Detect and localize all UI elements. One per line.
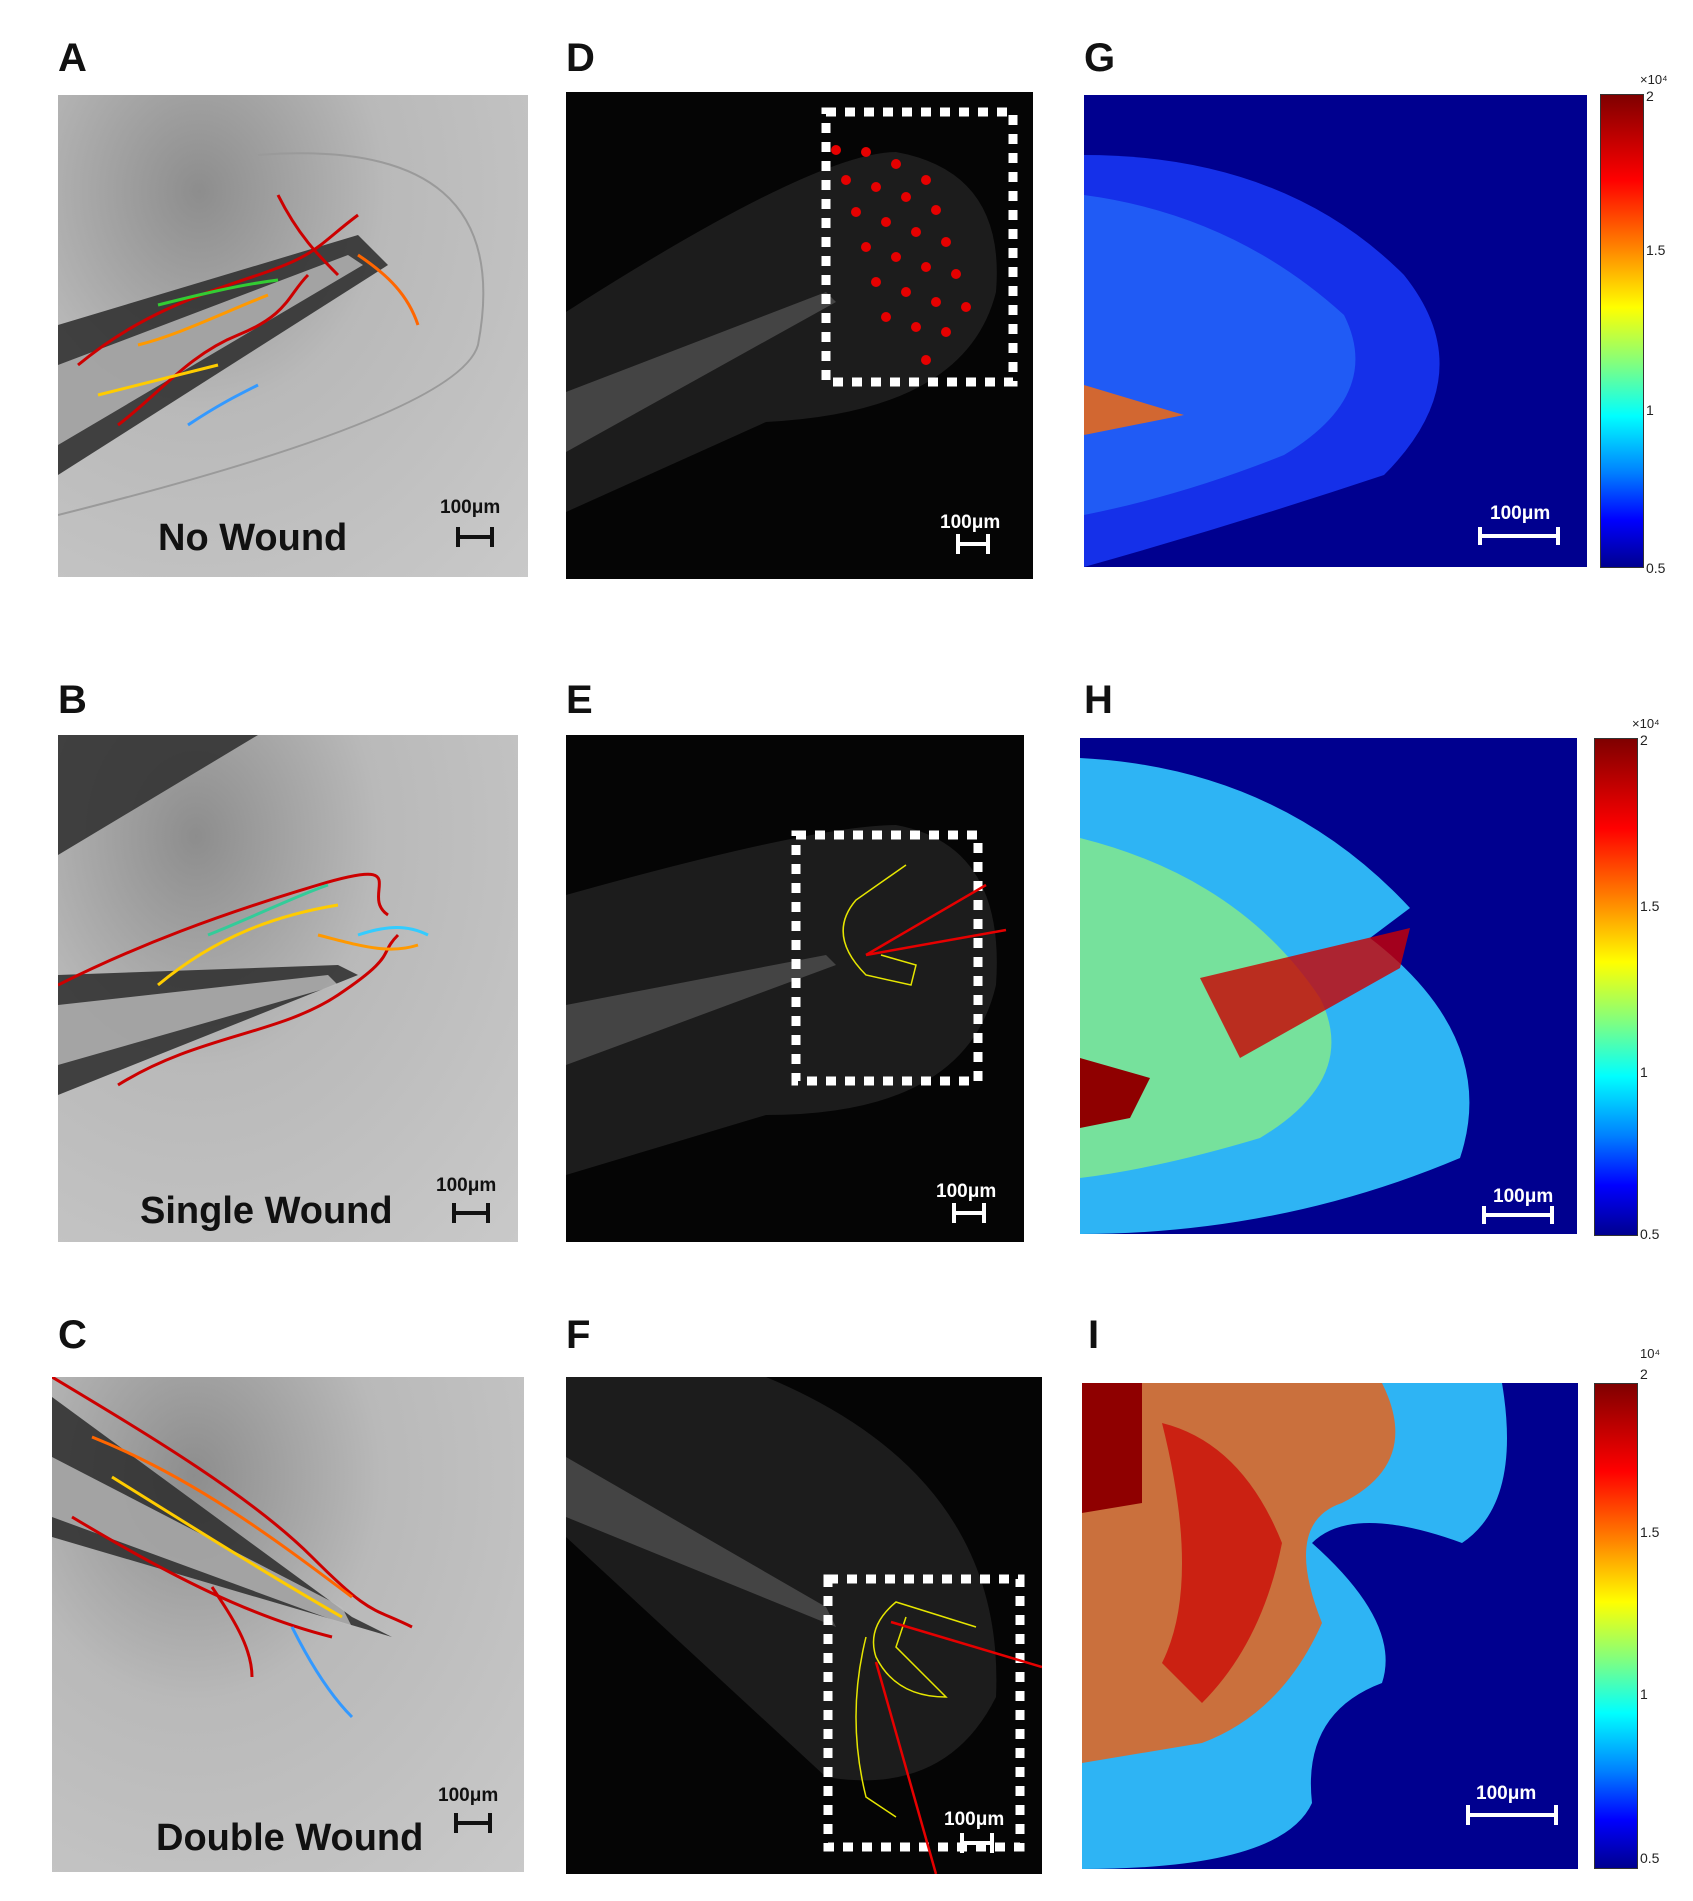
scale-label-b: 100μm <box>436 1175 497 1196</box>
colorbar-tick-g-1-5: 1.5 <box>1646 242 1666 258</box>
heatmap-image-i: 100μm <box>1082 1383 1578 1869</box>
colorbar-tick-i-1-5: 1.5 <box>1640 1524 1660 1540</box>
panel-letter-g: G <box>1084 36 1116 80</box>
tail-fluorescence-graphic <box>566 1377 1042 1874</box>
fluorescence-image-d: 100μm <box>566 92 1033 579</box>
wound-outline-1 <box>872 1601 977 1698</box>
scale-bar-d <box>956 534 990 554</box>
fluorescence-image-e: 100μm <box>566 735 1024 1242</box>
wound-outline-2 <box>855 1636 897 1818</box>
panel-letter-e: E <box>566 678 593 722</box>
brightfield-image-double-wound: Double Wound 100μm <box>52 1377 524 1872</box>
scale-bar-f <box>960 1833 994 1853</box>
panel-label-no-wound: No Wound <box>158 517 348 559</box>
sample-points <box>831 145 971 365</box>
scale-bar-g <box>1478 527 1560 545</box>
panel-letter-b: B <box>58 678 87 722</box>
roi-box <box>823 1574 1025 1852</box>
scale-bar-a <box>456 527 494 547</box>
scale-label-i: 100μm <box>1476 1783 1537 1804</box>
intensity-heatmap-graphic <box>1082 1383 1507 1869</box>
panel-letter-h: H <box>1084 678 1113 722</box>
wound-outline <box>842 864 917 986</box>
panel-letter-f: F <box>566 1313 591 1357</box>
tail-tracks-graphic <box>58 152 485 516</box>
heatmap-image-h: 100μm <box>1080 738 1577 1234</box>
scale-label-h: 100μm <box>1493 1186 1554 1207</box>
colorbar-tick-i-0-5: 0.5 <box>1640 1850 1660 1866</box>
fluorescence-image-f: 100μm <box>566 1377 1042 1874</box>
tail-fluorescence-graphic <box>566 107 1018 512</box>
scale-bar-h <box>1482 1206 1554 1224</box>
colorbar-tick-h-0-5: 0.5 <box>1640 1226 1660 1242</box>
scale-bar-c <box>454 1813 492 1833</box>
roi-box <box>791 830 983 1086</box>
panel-letter-d: D <box>566 36 595 80</box>
scale-bar-i <box>1466 1805 1558 1825</box>
panel-letter-a: A <box>58 36 87 80</box>
colorbar-exponent-i: 10⁴ <box>1640 1346 1661 1361</box>
panel-label-double-wound: Double Wound <box>156 1817 424 1859</box>
panel-letter-i: I <box>1088 1313 1100 1357</box>
brightfield-image-single-wound: Single Wound 100μm <box>58 735 518 1242</box>
colorbar-g <box>1600 94 1644 568</box>
colorbar-exponent-g: ×10⁴ <box>1640 72 1668 87</box>
scale-label-a: 100μm <box>440 497 501 518</box>
colorbar-exponent-h: ×10⁴ <box>1632 716 1660 731</box>
heatmap-image-g: 100μm <box>1084 95 1587 567</box>
colorbar-i <box>1594 1383 1638 1869</box>
colorbar-tick-h-1-5: 1.5 <box>1640 898 1660 914</box>
roi-box <box>821 107 1018 387</box>
intensity-heatmap-graphic <box>1084 155 1440 567</box>
scale-label-d: 100μm <box>940 512 1001 533</box>
colorbar-tick-g-0-5: 0.5 <box>1646 560 1666 576</box>
colorbar-tick-g-2: 2 <box>1646 88 1654 104</box>
colorbar-tick-i-1: 1 <box>1640 1686 1648 1702</box>
intensity-heatmap-graphic <box>1080 758 1470 1234</box>
panel-letter-c: C <box>58 1313 87 1357</box>
tail-fluorescence-graphic <box>566 825 1007 1175</box>
panel-label-single-wound: Single Wound <box>140 1190 393 1232</box>
colorbar-h <box>1594 738 1638 1236</box>
scale-bar-e <box>952 1203 986 1223</box>
scale-label-f: 100μm <box>944 1809 1005 1830</box>
scale-label-g: 100μm <box>1490 503 1551 524</box>
scale-label-e: 100μm <box>936 1181 997 1202</box>
scale-bar-b <box>452 1203 490 1223</box>
colorbar-tick-h-2: 2 <box>1640 732 1648 748</box>
colorbar-tick-h-1: 1 <box>1640 1064 1648 1080</box>
tail-tracks-graphic <box>58 735 429 1095</box>
scale-label-c: 100μm <box>438 1785 499 1806</box>
brightfield-image-no-wound: No Wound 100μm <box>58 95 528 577</box>
colorbar-tick-i-2: 2 <box>1640 1366 1648 1382</box>
tail-tracks-graphic <box>52 1377 413 1719</box>
colorbar-tick-g-1: 1 <box>1646 402 1654 418</box>
